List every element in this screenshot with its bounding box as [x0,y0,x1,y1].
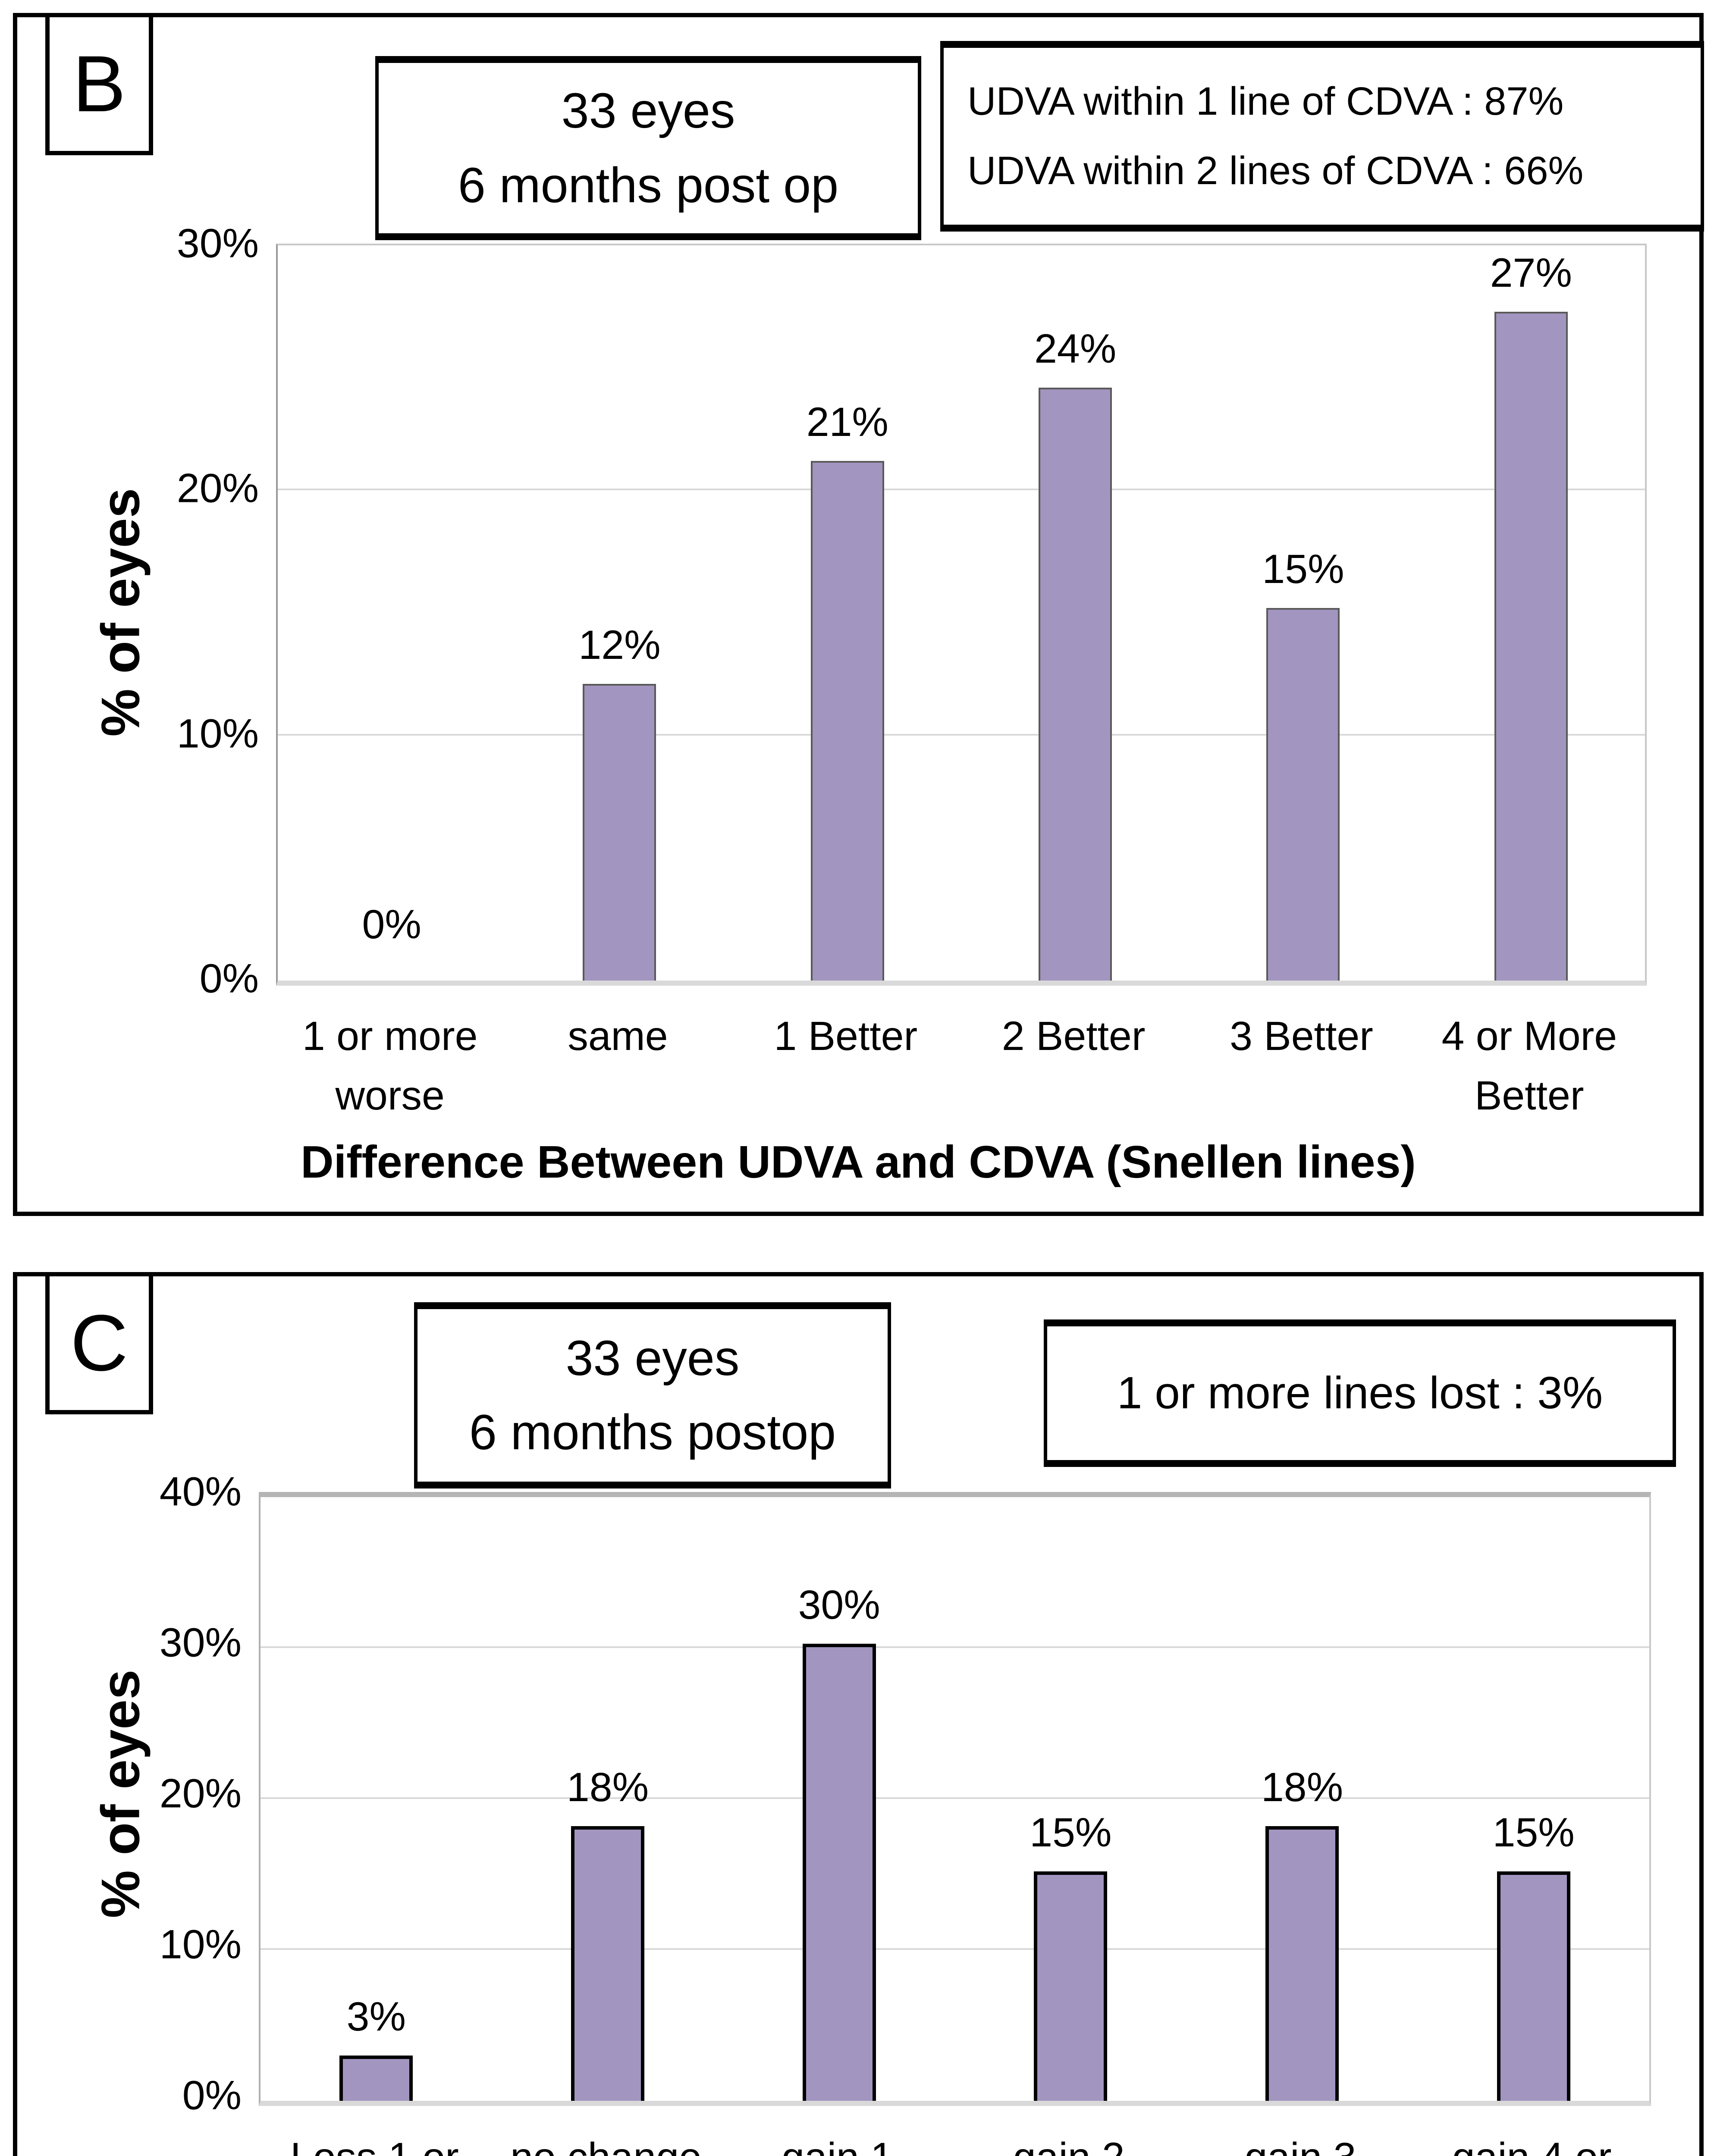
panel-c: C 33 eyes 6 months postop 1 or more line… [13,1272,1704,2156]
panel-c-ytick-20: 20% [159,1771,242,1817]
x-category-label: same [568,1013,668,1059]
x-category-label: no change [490,2128,722,2156]
panel-c-annotation-box: 1 or more lines lost : 3% [1044,1319,1676,1467]
gridline-10pct [278,734,1645,736]
x-category-label: gain 1 [722,2128,953,2156]
bar-slot: 24% [961,245,1189,981]
bar-value-label: 18% [1261,1764,1343,1810]
bar [1266,608,1340,981]
x-category-label: 1 Better [774,1013,918,1059]
bar [1265,1826,1339,2101]
panel-c-ytick-40: 40% [159,1469,242,1515]
bar-value-label: 12% [578,622,661,668]
bar-slot: 18% [492,1497,724,2101]
panel-b-ytick-0: 0% [199,956,259,1002]
x-category-label: gain 2 [953,2128,1185,2156]
panel-b-ytick-30: 30% [176,220,259,266]
panel-b-letter-box: B [45,13,153,155]
bar-value-label: 21% [806,399,888,445]
bar-slot: 27% [1417,245,1645,981]
gridline-10pct [261,1948,1649,1950]
gridline-20pct [261,1797,1649,1799]
bar-value-label: 30% [798,1582,880,1628]
bar [1039,387,1112,981]
panel-b-ytick-20: 20% [176,465,259,511]
bar [1494,311,1568,981]
bar-value-label: 15% [1262,546,1344,592]
panel-c-ytick-10: 10% [159,1921,242,1968]
panel-b-plot-area: 0% 12% 21% 24% 15% [276,244,1647,986]
panel-b: B 33 eyes 6 months post op UDVA within 1… [13,13,1704,1216]
bar-value-label: 24% [1034,326,1117,372]
bar [339,2056,413,2101]
panel-b-annotation: UDVA within 1 line of CDVA : 87% UDVA wi… [967,79,1584,193]
bar [1497,1871,1570,2101]
x-category-label: 3 Better [1230,1013,1373,1059]
bar-slot: 3% [261,1497,492,2101]
panel-c-x-axis-labels: Loss 1 or more no change gain 1 gain 2 g… [259,2128,1648,2156]
panel-b-title: 33 eyes 6 months post op [458,83,839,213]
bar-slot: 30% [723,1497,955,2101]
panel-c-letter-box: C [45,1272,153,1414]
bar-slot: 15% [1189,245,1417,981]
x-category-label: gain 3 [1185,2128,1416,2156]
panel-b-x-axis-labels: 1 or more worse same 1 Better 2 Better 3… [276,1007,1643,1126]
bar-value-label: 27% [1490,250,1572,296]
bar-value-label: 18% [566,1764,649,1810]
panel-c-annotation: 1 or more lines lost : 3% [1117,1368,1603,1418]
bar [802,1643,876,2101]
panel-b-title-box: 33 eyes 6 months post op [375,56,921,240]
panel-c-title-box: 33 eyes 6 months postop [414,1302,891,1489]
bar [810,461,884,981]
bar [571,1826,644,2101]
panel-b-x-axis-title: Difference Between UDVA and CDVA (Snelle… [301,1137,1416,1188]
panel-c-ytick-0: 0% [182,2072,242,2118]
panel-c-plot-area: 3% 18% 30% 15% 18% [259,1492,1651,2106]
bar [1034,1871,1108,2101]
panel-c-bars: 3% 18% 30% 15% 18% [261,1497,1649,2101]
bar-slot: 15% [955,1497,1187,2101]
panel-c-title: 33 eyes 6 months postop [469,1330,836,1460]
bar-slot: 12% [505,245,733,981]
panel-b-y-axis-label: % of eyes [91,488,151,737]
gridline-30pct [261,1646,1649,1648]
bar-slot: 18% [1187,1497,1418,2101]
panel-c-ytick-30: 30% [159,1620,242,1666]
bar-value-label: 3% [346,1994,406,2040]
x-category-label: 1 or more worse [302,1013,478,1119]
panel-b-letter: B [72,40,126,128]
panel-b-ytick-10: 10% [176,711,259,757]
panel-c-letter: C [70,1299,128,1388]
x-category-label: gain 4 or more [1416,2128,1648,2156]
bar [583,684,656,981]
panel-b-annotation-box: UDVA within 1 line of CDVA : 87% UDVA wi… [940,41,1704,232]
bar-value-label: 15% [1030,1810,1112,1855]
bar-slot: 15% [1418,1497,1649,2101]
bar-slot: 0% [278,245,505,981]
x-category-label: 4 or More Better [1441,1013,1617,1119]
bar-value-label: 15% [1492,1810,1575,1855]
panel-b-bars: 0% 12% 21% 24% 15% [278,245,1645,981]
x-category-label: Loss 1 or more [259,2128,490,2156]
bar-value-label: 0% [362,902,421,947]
bar-slot: 21% [734,245,961,981]
x-category-label: 2 Better [1001,1013,1146,1059]
gridline-20pct [278,489,1645,490]
